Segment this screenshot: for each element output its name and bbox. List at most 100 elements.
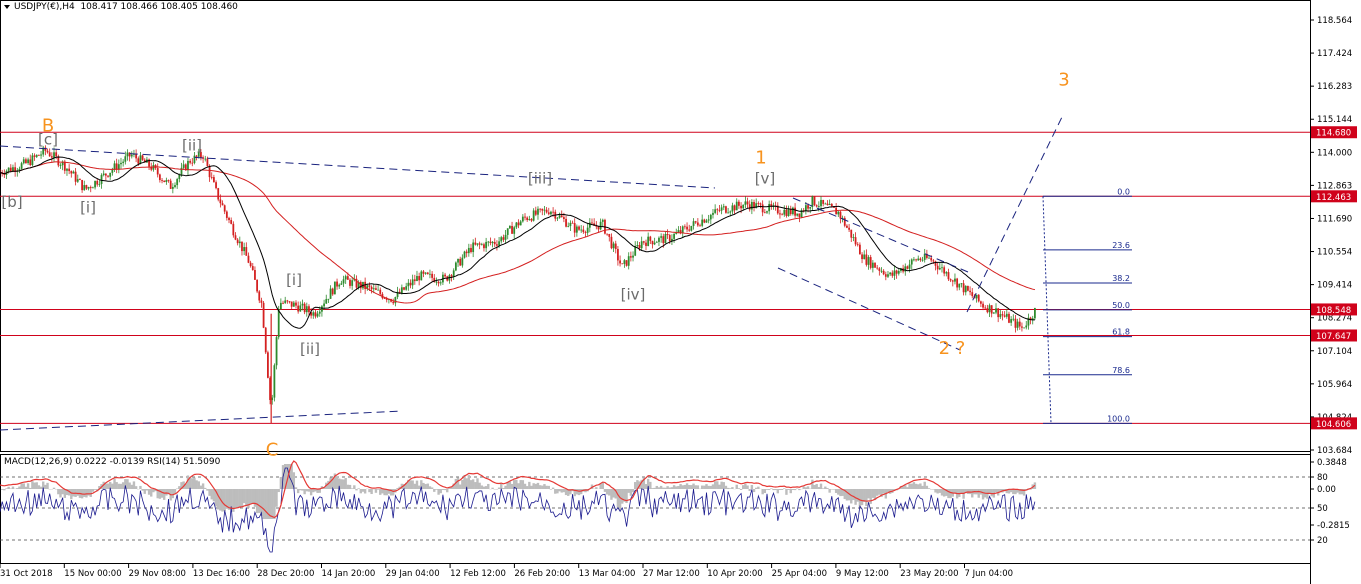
candle-body [686,226,688,230]
macd-histogram-bar [268,489,272,519]
macd-histogram-bar [621,489,624,504]
macd-histogram-bar [567,489,570,496]
macd-histogram-bar [543,484,546,489]
candle-body [1005,313,1008,317]
candle-body [437,281,440,284]
macd-histogram-bar [234,489,237,509]
candle-body [333,281,336,295]
macd-histogram-bar [469,480,473,489]
macd-histogram-bar [121,482,125,489]
macd-histogram-bar [471,479,475,489]
candle-body [560,215,563,218]
macd-histogram-bar [681,485,684,489]
candle-body [472,242,475,253]
macd-histogram-bar [748,489,751,491]
macd-histogram-bar [763,489,767,494]
macd-histogram-bar [575,489,579,495]
macd-histogram-bar [35,482,38,489]
macd-histogram-bar [521,480,525,489]
macd-histogram-bar [787,489,790,490]
candle-body [409,282,412,286]
candle-body [37,154,40,156]
macd-histogram-bar [446,489,449,493]
candle-body [452,270,455,277]
macd-histogram-bar [694,485,697,489]
candle-body [567,226,570,227]
candle-body [655,241,658,243]
macd-histogram-bar [815,483,818,489]
candle-body [424,272,427,274]
macd-histogram-bar [402,484,406,489]
candle-body [962,283,965,293]
trend-line[interactable] [792,197,969,273]
macd-histogram-bar [482,486,486,489]
macd-histogram-bar [1009,489,1013,493]
candle-body [580,229,583,231]
trend-line[interactable] [777,267,961,351]
x-tick-label: 31 Oct 2018 [0,569,53,579]
candle-body [679,230,682,233]
candle-body [921,259,924,261]
macd-histogram-bar [886,489,890,493]
macd-histogram-bar [104,483,108,489]
macd-histogram-bar [98,486,101,489]
candle-body [104,173,107,176]
candle-body [714,209,717,213]
candle-body [85,185,88,189]
candle-body [310,312,313,316]
candle-body [977,294,980,302]
candle-body [928,257,930,259]
candle-body [161,180,163,181]
candle-body [450,275,453,277]
candle-body [297,305,300,312]
macd-histogram-bar [497,487,501,489]
macd-histogram-bar [478,482,481,489]
macd-histogram-bar [85,489,88,498]
candle-body [299,305,302,312]
candle-body [68,168,71,172]
candle-body [254,270,256,280]
x-tick-label: 15 Nov 00:00 [64,569,121,579]
candle-body [1012,318,1015,320]
candle-body [865,254,868,265]
candle-body [809,206,812,209]
macd-histogram-bar [329,477,332,489]
candle-body [534,210,537,215]
candle-body [321,306,323,312]
macd-histogram-bar [273,489,276,519]
candle-body [245,247,248,256]
candle-body [3,173,6,175]
macd-histogram-bar [938,489,942,493]
candle-body [316,313,319,317]
candle-body [89,187,92,189]
macd-histogram-bar [672,485,676,489]
trend-line[interactable] [966,116,1063,313]
macd-histogram-bar [437,489,440,495]
macd-histogram-bar [806,486,810,489]
level-price-tag [1311,329,1357,342]
macd-histogram-bar [562,489,566,493]
macd-histogram-bar [305,489,308,492]
candle-body [249,262,252,267]
candle-body [59,165,62,166]
candle-body [392,301,395,304]
candle-body [182,164,185,168]
trend-line[interactable] [0,145,716,189]
macd-histogram-bar [791,489,795,491]
macd-histogram-bar [845,489,849,501]
candle-body [664,234,667,244]
trend-line[interactable] [0,410,403,431]
candle-body [925,253,928,258]
dropdown-arrow-icon[interactable] [4,4,10,9]
macd-histogram-bar [584,489,587,493]
macd-histogram-bar [374,489,378,493]
candle-body [537,208,539,215]
candle-body [70,171,73,174]
macd-histogram-bar [443,489,447,491]
macd-histogram-bar [253,489,257,507]
candle-body [796,213,799,216]
macd-histogram-bar [286,464,289,489]
macd-histogram-bar [778,489,782,491]
macd-histogram-bar [510,483,514,489]
wave-label: [ii] [182,136,202,154]
